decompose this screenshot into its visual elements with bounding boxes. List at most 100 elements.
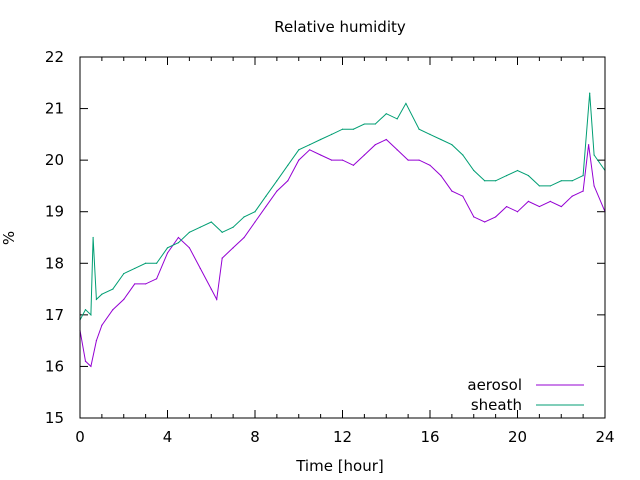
data-point-sheath (589, 92, 591, 94)
data-point-aerosol (177, 236, 180, 239)
legend-label-sheath: sheath (471, 396, 522, 414)
data-point-aerosol (407, 159, 409, 161)
data-point-aerosol (265, 205, 267, 208)
data-point-aerosol (451, 190, 453, 192)
x-axis-label: Time [hour] (295, 457, 384, 475)
y-tick-label: 15 (45, 409, 64, 427)
data-point-sheath (385, 113, 387, 115)
y-tick-label: 18 (45, 254, 64, 272)
data-point-aerosol (560, 205, 562, 208)
data-point-aerosol (385, 138, 387, 141)
data-point-sheath (199, 226, 201, 228)
data-point-aerosol (188, 247, 190, 249)
data-point-aerosol (462, 195, 464, 197)
data-point-sheath (232, 226, 234, 228)
data-point-sheath (298, 149, 300, 151)
data-point-sheath (84, 309, 87, 311)
data-point-aerosol (232, 247, 234, 249)
data-point-aerosol (484, 221, 486, 223)
data-point-aerosol (495, 216, 497, 218)
chart-title: Relative humidity (274, 18, 406, 36)
data-point-sheath (527, 175, 530, 177)
data-point-aerosol (473, 216, 475, 218)
y-tick-label: 16 (45, 357, 64, 375)
data-point-aerosol (352, 164, 355, 166)
data-point-aerosol (309, 149, 311, 151)
data-point-sheath (145, 262, 147, 264)
data-point-sheath (90, 314, 92, 316)
data-point-aerosol (418, 159, 420, 161)
data-point-aerosol (440, 175, 442, 177)
data-point-aerosol (166, 252, 169, 254)
x-tick-label: 16 (420, 428, 439, 446)
data-point-aerosol (330, 159, 333, 161)
data-point-aerosol (287, 180, 289, 182)
data-point-sheath (505, 175, 508, 177)
data-point-aerosol (155, 278, 158, 280)
data-point-sheath (440, 138, 442, 141)
y-tick-label: 19 (45, 203, 64, 221)
data-point-aerosol (593, 185, 595, 187)
x-tick-label: 0 (75, 428, 85, 446)
data-point-sheath (341, 128, 344, 130)
data-point-sheath (484, 180, 486, 182)
data-point-sheath (396, 118, 398, 120)
data-point-sheath (95, 298, 98, 300)
data-point-sheath (166, 247, 169, 249)
data-point-aerosol (363, 154, 365, 156)
data-point-sheath (451, 144, 453, 146)
data-point-sheath (560, 180, 562, 182)
data-point-sheath (276, 180, 278, 182)
data-point-sheath (418, 128, 420, 130)
data-point-sheath (363, 123, 365, 125)
data-point-aerosol (254, 221, 256, 223)
data-point-aerosol (101, 324, 103, 326)
data-point-sheath (221, 231, 223, 233)
data-point-sheath (123, 273, 125, 275)
legend: aerosol sheath (467, 376, 584, 414)
x-tick-label: 8 (250, 428, 260, 446)
data-point-aerosol (134, 283, 136, 285)
data-point-aerosol (145, 283, 147, 285)
data-point-aerosol (90, 365, 92, 368)
data-point-sheath (462, 154, 464, 156)
data-point-sheath (155, 262, 158, 264)
data-point-sheath (243, 216, 245, 218)
data-point-sheath (516, 169, 519, 172)
data-point-sheath (330, 133, 333, 135)
data-point-aerosol (216, 298, 218, 300)
plot-frame (79, 56, 606, 419)
axis-ticks: 0 4 8 12 16 20 24 15 16 17 18 19 20 21 22 (45, 48, 615, 446)
data-point-aerosol (243, 236, 245, 239)
data-point-aerosol (210, 288, 212, 290)
data-point-aerosol (505, 205, 508, 208)
x-tick-label: 12 (333, 428, 352, 446)
data-point-aerosol (112, 309, 114, 311)
data-point-sheath (254, 211, 256, 213)
data-point-aerosol (538, 205, 540, 208)
data-point-aerosol (587, 144, 590, 146)
data-point-aerosol (549, 200, 551, 202)
data-point-aerosol (396, 149, 398, 151)
data-point-sheath (473, 169, 475, 172)
data-point-aerosol (276, 190, 278, 192)
data-point-sheath (405, 102, 407, 105)
data-point-aerosol (123, 298, 125, 300)
data-point-aerosol (298, 159, 300, 161)
data-point-sheath (593, 154, 595, 156)
data-point-aerosol (199, 267, 201, 270)
y-tick-label: 21 (45, 100, 64, 118)
data-point-sheath (188, 231, 190, 233)
data-point-sheath (571, 180, 573, 182)
data-point-aerosol (516, 211, 519, 213)
data-point-sheath (210, 221, 212, 223)
data-point-aerosol (374, 144, 376, 146)
data-point-aerosol (320, 154, 322, 156)
data-point-aerosol (95, 340, 98, 342)
x-tick-label: 24 (595, 428, 614, 446)
data-point-aerosol (341, 159, 344, 161)
data-point-sheath (287, 164, 289, 166)
data-point-aerosol (582, 190, 584, 192)
